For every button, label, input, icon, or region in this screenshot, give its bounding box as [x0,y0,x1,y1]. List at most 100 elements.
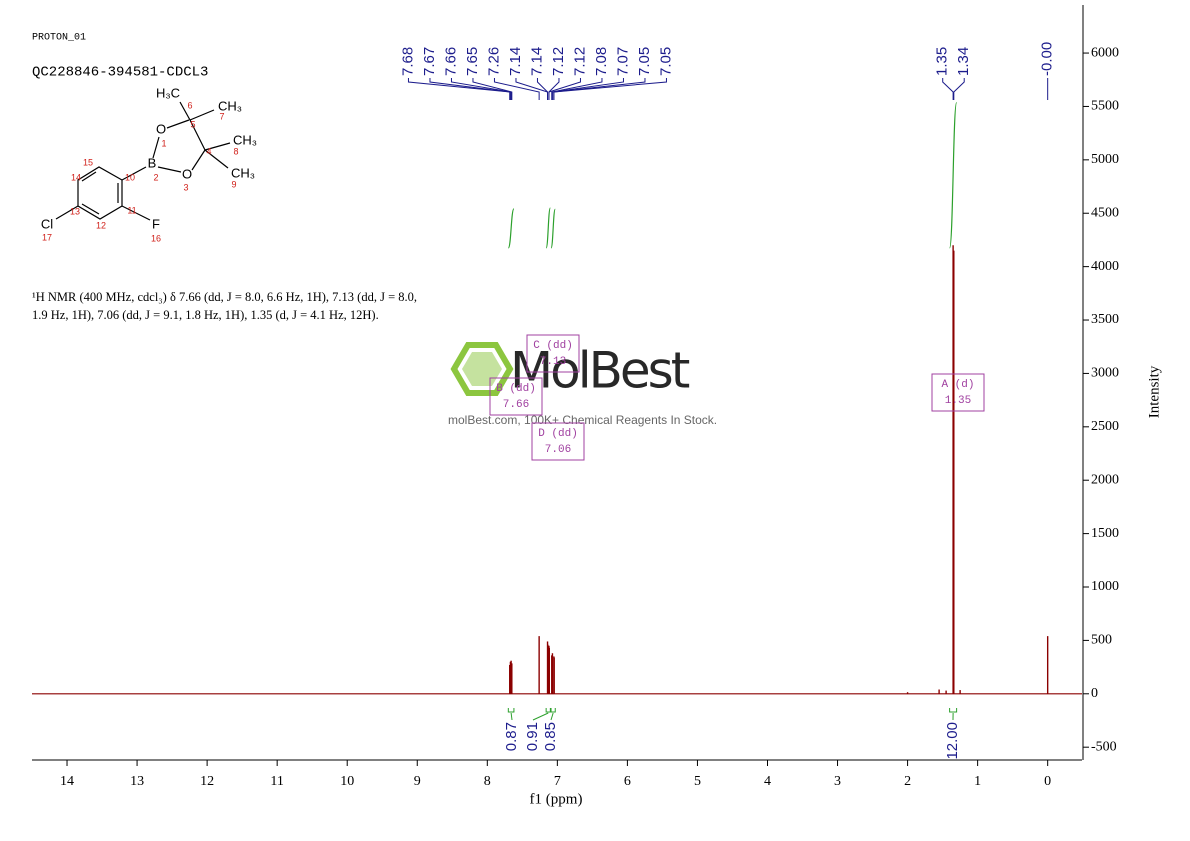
x-tick-label: 2 [904,774,911,789]
molecule-bonds [55,101,231,221]
y-tick-label: 3000 [1091,366,1119,381]
peak-label-connector [407,78,511,100]
multiplet-name: B (dd) [496,383,536,395]
y-tick-label: 2500 [1091,419,1119,434]
x-tick-label: 4 [764,774,771,789]
x-tick-label: 8 [484,774,491,789]
peak-label: 7.05 [657,47,674,76]
peak-label: 7.66 [442,47,459,76]
integral-curve [507,208,515,249]
atom-label: F [152,216,160,231]
experiment-name: PROTON_01 [32,33,86,44]
nmr-description: ¹H NMR (400 MHz, cdcl₃) δ 7.66 (dd, J = … [32,290,418,323]
x-tick-label: 13 [130,774,144,789]
bond [152,136,160,159]
x-tick-label: 11 [270,774,283,789]
integral-leader [532,712,549,721]
peak-label-connector [493,78,540,100]
watermark-tagline: molBest.com, 100K+ Chemical Reagents In … [448,413,717,427]
integral-leader [510,712,513,721]
x-tick-label: 0 [1044,774,1051,789]
atom-number: 14 [71,172,81,182]
atom-label: O [182,166,192,181]
integral-bracket [545,708,551,713]
multiplet-shift: 7.13 [540,356,566,368]
atom-label: CH₃ [231,165,255,180]
integral-leader [550,712,554,721]
peak-label-connector [942,78,954,100]
atom-label: CH₃ [218,98,242,113]
peak-label: 7.26 [485,47,502,76]
integral-bracket [550,708,556,713]
x-tick-label: 6 [624,774,631,789]
peak-label-connector [548,78,581,100]
peak-label: 7.67 [421,47,438,76]
logo-fill [462,352,502,386]
multiplet-box [931,373,985,412]
peak-label-connector [551,78,603,100]
integral-curve [550,208,556,249]
x-tick-label: 5 [694,774,701,789]
atom-label: H₃C [156,85,180,100]
multiplet-box [531,422,585,461]
bond [189,119,206,151]
atom-number: 17 [42,232,52,242]
atom-number: 9 [231,179,236,189]
x-tick-label: 3 [834,774,841,789]
bond [55,205,79,220]
sample-name: QC228846-394581-CDCL3 [32,65,208,81]
atom-number: 1 [161,138,166,148]
integral-bracket [949,708,958,713]
peak-label-connector [953,78,965,100]
atom-number: 13 [70,206,80,216]
peak-label: 7.14 [528,47,545,76]
peak-label: 7.07 [614,47,631,76]
multiplet-name: D (dd) [538,428,578,440]
multiplet-box [489,377,543,416]
y-tick-label: 0 [1091,686,1098,701]
atom-number: 15 [83,157,93,167]
y-axis-label: Intensity [1146,365,1162,418]
atom-number: 10 [125,172,135,182]
peak-label-connector [553,78,667,100]
y-tick-label: 2000 [1091,472,1119,487]
bond [166,119,190,129]
peak-label: 7.12 [571,47,588,76]
peak-label: 1.35 [934,47,951,76]
atom-number: 16 [151,233,161,243]
peak-label: -0.00 [1039,42,1056,76]
atom-number: 3 [183,182,188,192]
x-tick-label: 14 [60,774,74,789]
peak-label: 7.05 [636,47,653,76]
peak-label: 7.08 [593,47,610,76]
atom-label: B [148,155,157,170]
bond [81,203,100,215]
multiplet-name: A (d) [941,379,974,391]
peak-label-connector [515,78,549,100]
atom-number: 11 [127,205,136,215]
x-tick-label: 9 [414,774,421,789]
bond [204,149,229,169]
x-tick-label: 1 [974,774,981,789]
peak-label-connector [536,78,549,100]
peak-label: 1.34 [955,47,972,76]
bond [121,205,151,221]
integral-curve [545,207,551,249]
peak-label-connector [472,78,513,100]
x-tick-label: 7 [554,774,561,789]
atom-number: 8 [233,146,238,156]
ring [77,166,123,220]
bond [121,166,147,181]
y-tick-label: -500 [1091,739,1117,754]
y-tick-label: 4500 [1091,205,1119,220]
atom-number: 12 [96,220,106,230]
bond [189,109,215,121]
atom-number: 7 [219,111,224,121]
bond [204,142,231,151]
atom-label: CH₃ [233,132,257,147]
integral-label: 0.85 [542,722,559,751]
integral-label: 12.00 [944,722,961,760]
atom-number: 6 [187,100,192,110]
